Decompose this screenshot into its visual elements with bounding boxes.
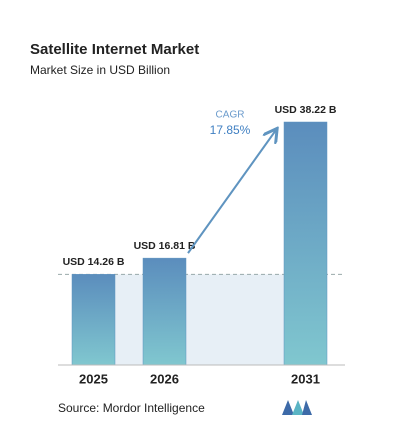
x-tick-label: 2025	[79, 371, 108, 386]
value-label: USD 16.81 B	[134, 240, 196, 252]
chart-subtitle: Market Size in USD Billion	[30, 63, 170, 77]
cagr-arrow	[187, 130, 276, 254]
value-label: USD 14.26 B	[63, 256, 125, 268]
bar	[71, 274, 116, 366]
cagr-value: 17.85%	[210, 123, 251, 137]
value-label: USD 38.22 B	[275, 104, 337, 116]
x-tick-label: 2026	[150, 371, 179, 386]
cagr-label: CAGR	[216, 110, 245, 121]
bar	[142, 257, 187, 366]
source: Source: Mordor Intelligence	[58, 401, 205, 415]
x-tick-label: 2031	[291, 371, 320, 386]
bar	[283, 121, 328, 366]
chart-title: Satellite Internet Market	[30, 41, 199, 58]
logo	[282, 400, 312, 415]
